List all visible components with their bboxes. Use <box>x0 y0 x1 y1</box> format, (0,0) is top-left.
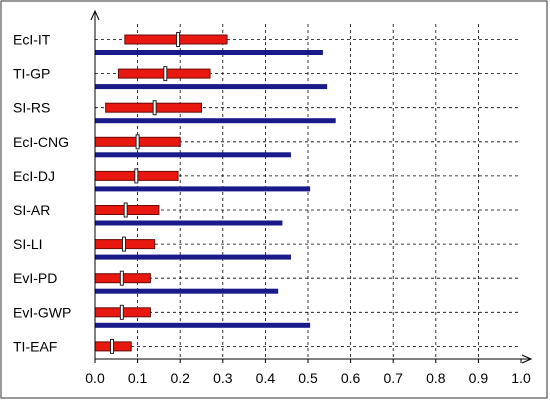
blue-bar-SI-RS <box>95 118 336 124</box>
marker-EvI-GWP <box>119 304 124 320</box>
marker-EvI-PD <box>119 270 124 286</box>
category-label: TI-EAF <box>13 338 57 354</box>
category-label: SI-LI <box>13 236 43 252</box>
marker-TI-EAF <box>110 338 115 354</box>
blue-bar-EcI-IT <box>95 50 323 55</box>
marker-EcI-CNG <box>135 134 140 150</box>
axes <box>90 9 533 364</box>
x-tick-label: 0.5 <box>298 370 318 386</box>
x-tick-label: 0.6 <box>341 370 361 386</box>
marker-EcI-IT <box>176 32 181 47</box>
x-tick-label: 0.1 <box>128 370 148 386</box>
red-bar-EcI-IT <box>124 34 228 45</box>
x-tick-label: 0.8 <box>426 370 446 386</box>
x-axis-arrow <box>521 354 533 364</box>
category-label: SI-AR <box>13 202 50 218</box>
blue-bar-SI-LI <box>95 254 291 260</box>
x-tick-label: 0.7 <box>383 370 403 386</box>
blue-bar-TI-GP <box>95 84 328 90</box>
category-label: EcI-CNG <box>13 134 69 150</box>
category-label: EvI-GWP <box>13 304 71 320</box>
grid <box>95 24 521 359</box>
category-label: EcI-IT <box>13 32 51 48</box>
x-tick-label: 0.0 <box>85 370 105 386</box>
category-label: EcI-DJ <box>13 168 55 184</box>
blue-bar-EvI-GWP <box>95 322 311 328</box>
y-axis-arrow <box>90 9 100 21</box>
x-tick-label: 0.3 <box>213 370 233 386</box>
category-label: TI-GP <box>13 66 50 82</box>
marker-SI-LI <box>121 236 126 252</box>
x-tick-label: 0.2 <box>170 370 190 386</box>
category-label: SI-RS <box>13 100 50 116</box>
x-tick-label: 0.9 <box>469 370 489 386</box>
labels: 0.0 0.1 0.2 0.3 0.4 0.5 0.6 0.7 0.8 0.9 1.0 EcI-IT T… <box>13 32 531 387</box>
marker-EcI-DJ <box>134 168 139 184</box>
x-tick-label: 0.4 <box>256 370 276 386</box>
blue-bar-EcI-CNG <box>95 152 291 158</box>
blue-bar-EcI-DJ <box>95 186 311 192</box>
blue-bar-SI-AR <box>95 220 283 226</box>
marker-SI-RS <box>152 100 157 116</box>
marker-SI-AR <box>123 202 128 218</box>
blue-bar-EvI-PD <box>95 288 279 294</box>
marker-TI-GP <box>163 66 168 82</box>
x-tick-label: 1.0 <box>511 370 531 386</box>
category-label: EvI-PD <box>13 270 57 286</box>
bars <box>94 32 336 354</box>
